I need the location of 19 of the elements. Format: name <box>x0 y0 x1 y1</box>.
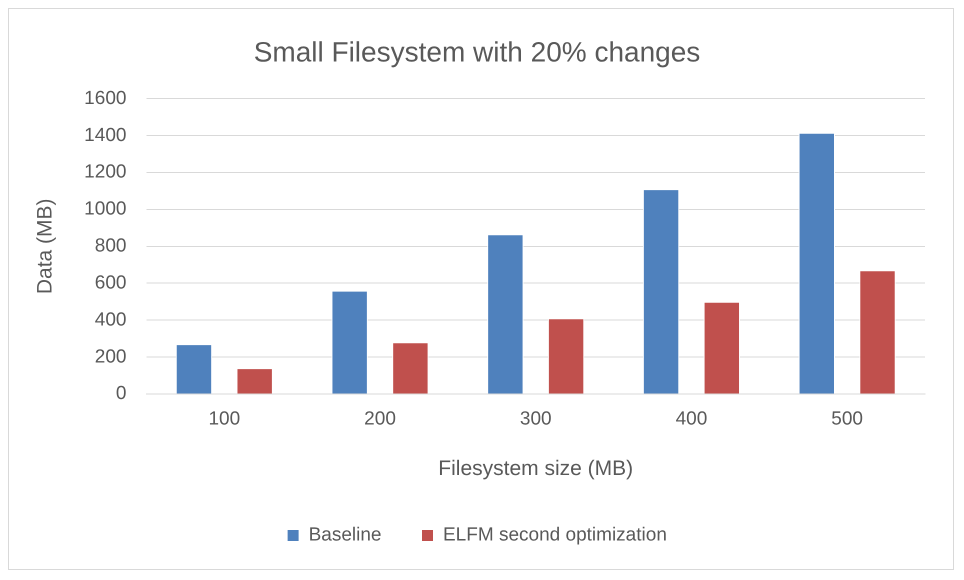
x-tick-label: 500 <box>831 408 863 430</box>
legend-label: Baseline <box>308 524 382 546</box>
x-tick-label: 200 <box>364 408 396 430</box>
chart-title: Small Filesystem with 20% changes <box>254 36 700 68</box>
x-tick-label: 100 <box>208 408 240 430</box>
y-tick-label: 1200 <box>84 162 126 183</box>
x-axis-title: Filesystem size (MB) <box>438 457 634 480</box>
y-tick-label: 0 <box>116 383 126 404</box>
x-tick-label: 400 <box>676 408 708 430</box>
legend-label: ELFM second optimization <box>443 524 667 546</box>
y-axis-title: Data (MB) <box>33 198 56 294</box>
y-tick-label: 1000 <box>84 198 126 220</box>
y-tick-label: 800 <box>94 236 126 257</box>
y-tick-label: 200 <box>94 346 126 368</box>
y-tick-label: 400 <box>94 309 126 330</box>
y-tick-label: 1600 <box>84 88 126 109</box>
x-tick-label: 300 <box>520 408 552 430</box>
y-tick-label: 600 <box>94 272 126 294</box>
y-tick-label: 1400 <box>84 124 126 146</box>
